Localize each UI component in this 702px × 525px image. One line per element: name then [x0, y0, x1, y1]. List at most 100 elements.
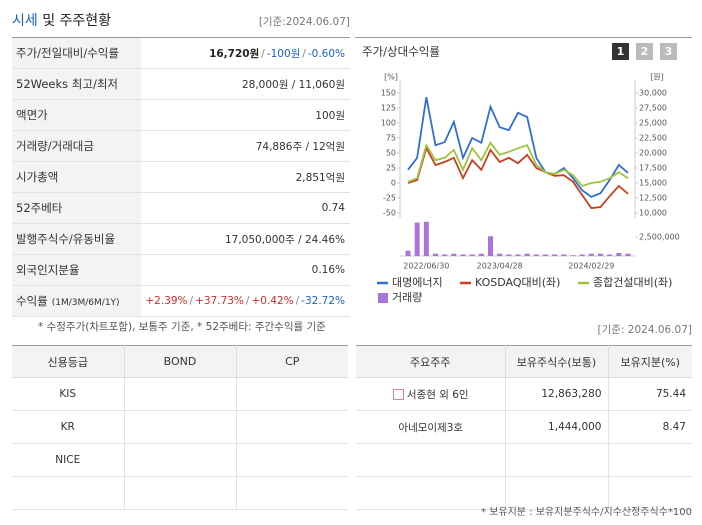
label-note: (1M/3M/6M/1Y): [51, 298, 120, 308]
table-cell: [123, 476, 236, 510]
row-value: 28,000원 / 11,060원: [141, 68, 350, 100]
cell-text: 서종현 외 6인: [406, 388, 469, 401]
table-cell: [607, 476, 692, 510]
row-value: 16,720원 / -100원 / -0.60%: [141, 37, 350, 69]
cell-text: 75.44: [655, 388, 686, 400]
legend-label: 대명에너지: [392, 276, 443, 289]
table-cell: [12, 476, 124, 510]
row-value: 2,851억원: [141, 161, 350, 193]
row-label: 발행주식수/유동비율: [12, 223, 141, 255]
volume-bar: [405, 250, 411, 256]
value-part: -100원: [266, 47, 301, 60]
table-cell: 8.47: [607, 410, 692, 444]
value-part: 74,886주 / 12억원: [255, 140, 345, 153]
column-header: CP: [235, 345, 348, 378]
volume-bar: [442, 254, 448, 256]
column-header: 신용등급: [12, 345, 124, 378]
tab-label[interactable]: 3: [665, 45, 673, 58]
table-cell: [123, 377, 236, 411]
y-tick-label: 0: [391, 179, 396, 188]
value-part: /: [261, 47, 265, 60]
label-text: 거래량/거래대금: [16, 139, 94, 153]
label-text: 액면가: [16, 108, 48, 122]
table-cell: [504, 443, 608, 477]
value-part: -0.60%: [307, 47, 345, 60]
price-row: 발행주식수/유동비율 17,050,000주 / 24.46%: [12, 223, 350, 255]
row-label: 52Weeks 최고/최저: [12, 68, 141, 100]
table-cell: 1,444,000: [504, 410, 608, 444]
value-part: +37.73%: [195, 295, 244, 307]
table-cell: [235, 377, 348, 411]
table-cell: 12,863,280: [504, 377, 608, 411]
y2-tick-label: 25,000: [639, 119, 667, 128]
value-part: 28,000원 / 11,060원: [241, 78, 345, 91]
row-value: 100원: [141, 99, 350, 131]
value-part: /: [245, 295, 250, 307]
row-label: 시가총액: [12, 161, 141, 193]
row-value: 0.16%: [141, 254, 350, 286]
cell-text: NICE: [55, 454, 81, 466]
table-row: KIS: [12, 377, 348, 411]
tab-button[interactable]: [660, 43, 677, 60]
volume-bar: [414, 222, 420, 256]
chart-title: 주가/상대수익률: [362, 45, 440, 59]
holders-note: * 보유지분 : 보유지분주식수/지수산정주식수*100: [481, 507, 692, 518]
table-row: [356, 476, 692, 510]
label-text: 52Weeks 최고/최저: [16, 77, 118, 91]
value-part: +0.42%: [251, 295, 294, 307]
volume-bar: [579, 254, 585, 256]
value-part: 17,050,000주 / 24.46%: [224, 233, 345, 246]
header-row: 신용등급 BOND CP: [12, 345, 348, 378]
column-header: 보유지분(%): [607, 345, 692, 378]
table-cell: [123, 443, 236, 477]
cell-text: 12,863,280: [541, 388, 602, 400]
holders-table: 주요주주 보유주식수(보통) 보유지분(%) 서종현 외 6인 12,863,280 75…: [356, 345, 692, 510]
cell-text: 아네모이제3호: [398, 421, 464, 434]
expand-icon[interactable]: [392, 389, 404, 400]
table-row: NICE: [12, 443, 348, 477]
row-value: 0.74: [141, 192, 350, 224]
tab-button[interactable]: [636, 43, 653, 60]
y3-tick-label: 2,500,000: [639, 233, 680, 242]
y2-tick-label: 10,000: [639, 209, 667, 218]
volume-bar: [433, 253, 438, 256]
table-row: 아네모이제3호 1,444,000 8.47: [356, 410, 692, 444]
volume-bar: [451, 253, 457, 256]
price-note: * 수정주가(차트포함), 보통주 기준, * 52주베타: 주간수익률 기준: [38, 321, 326, 333]
table-cell: 아네모이제3호: [356, 410, 505, 444]
table-cell: KR: [12, 410, 124, 444]
y-tick-label: 75: [386, 134, 396, 143]
label-text: 주가/전일대비/수익률: [16, 46, 119, 60]
price-row: 외국인지분율 0.16%: [12, 254, 350, 286]
tab-label[interactable]: 1: [617, 45, 625, 58]
table-row: 서종현 외 6인 12,863,280 75.44: [356, 377, 692, 411]
row-value: 74,886주 / 12억원: [141, 130, 350, 162]
legend-label: KOSDAQ대비(좌): [475, 276, 560, 289]
tab-label[interactable]: 2: [641, 45, 649, 58]
volume-bar: [570, 255, 576, 256]
tab-button[interactable]: [612, 43, 629, 60]
y2-tick-label: 30,000: [639, 89, 667, 98]
table-cell: [356, 443, 505, 477]
cell-text: KR: [60, 421, 75, 433]
value-part: /: [189, 295, 194, 307]
row-label: 외국인지분율: [12, 254, 141, 286]
cell-text: KIS: [59, 388, 77, 400]
volume-bar: [497, 253, 503, 256]
price-row: 수익률 (1M/3M/6M/1Y) +2.39% / +37.73% / +0.42% / -3…: [12, 285, 350, 317]
table-cell: [504, 476, 608, 510]
header-row: 주요주주 보유주식수(보통) 보유지분(%): [356, 345, 692, 378]
volume-bar: [543, 254, 548, 256]
table-row: [356, 443, 692, 477]
y-tick-label: -50: [383, 209, 396, 218]
y2-tick-label: 22,500: [639, 134, 667, 143]
price-table: 주가/전일대비/수익률 16,720원 / -100원 / -0.60% 52Weeks 최…: [12, 37, 350, 317]
value-part: 0.74: [321, 202, 345, 214]
value-part: 2,851억원: [295, 171, 345, 184]
y2-tick-label: 17,500: [639, 164, 667, 173]
row-label: 52주베타: [12, 192, 141, 224]
volume-bar: [524, 253, 530, 256]
y-tick-label: 150: [381, 89, 396, 98]
